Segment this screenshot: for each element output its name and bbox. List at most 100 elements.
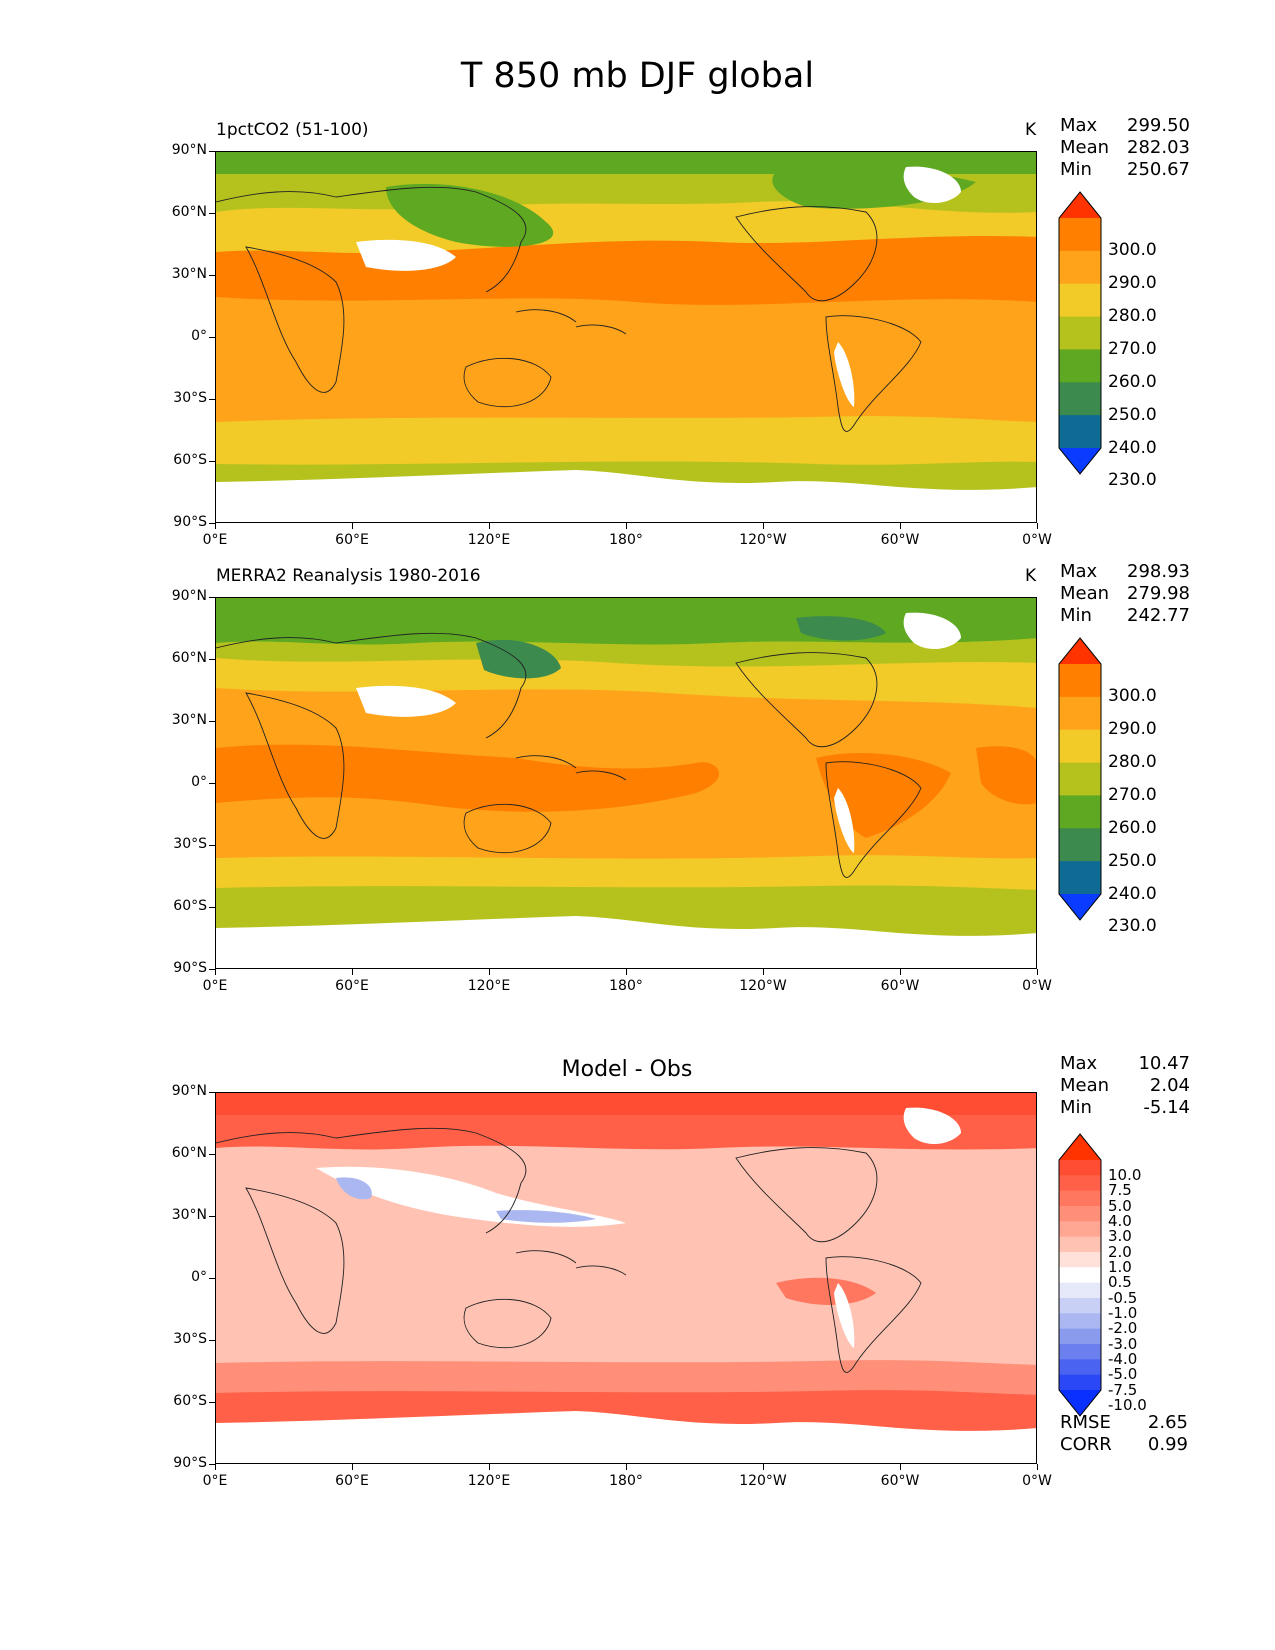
colorbar-segment [1059,218,1101,252]
colorbar-segment [1059,696,1101,731]
colorbar-label: 260.0 [1108,817,1157,838]
lat-tick [209,1092,215,1093]
lon-tick [352,969,353,975]
colorbar-label: 240.0 [1108,883,1157,904]
lon-label: 180° [609,978,643,994]
colorbar-label: 300.0 [1108,686,1157,707]
figure-title: T 850 mb DJF global [460,56,815,96]
colorbar-label: 290.0 [1108,273,1157,294]
colorbar-label: 240.0 [1108,437,1157,458]
lon-label: 120°W [739,978,787,994]
lat-tick [209,461,215,462]
panel1-map [215,151,1037,523]
colorbar-segment [1059,1221,1101,1238]
lat-label: 30°S [173,1331,207,1347]
colorbar-label: 4.0 [1108,1211,1132,1230]
lon-label: 120°E [467,978,511,994]
colorbar-outline [1058,637,1102,921]
lon-tick [1037,1464,1038,1470]
colorbar-segment [1059,1313,1101,1330]
andes-mask [834,1283,855,1348]
lon-label: 0°W [1022,532,1052,548]
colorbar-outline [1058,191,1102,475]
colorbar-segment [1059,1298,1101,1314]
lon-tick [900,969,901,975]
colorbar-segment [1059,1175,1101,1192]
lat-label: 30°S [173,390,207,406]
lat-label: 60°N [171,1145,207,1161]
colorbar-segment [1059,1374,1101,1391]
panel1-colorbar [1058,191,1102,475]
lon-label: 60°E [335,978,369,994]
lon-tick [900,523,901,529]
lat-label: 90°N [171,1083,207,1099]
lat-tick [209,597,215,598]
greenland-mask [903,166,961,204]
colorbar-label: 280.0 [1108,306,1157,327]
lon-label: 120°E [467,1473,511,1489]
pacific-blue [496,1210,596,1223]
lon-tick [489,1464,490,1470]
colorbar-segment [1059,1190,1101,1207]
colorbar-label: -10.0 [1108,1395,1147,1414]
colorbar-label: 230.0 [1108,916,1157,937]
lon-label: 60°W [880,1473,920,1489]
panel3-max-label: Max [1060,1053,1098,1074]
lat-label: 0° [191,774,207,790]
colorbar-label: 280.0 [1108,752,1157,773]
antarctica-mask [216,470,1036,522]
lon-tick [215,523,216,529]
panel2-min-value: 242.77 [1127,605,1190,626]
lat-label: 30°N [171,266,207,282]
lat-label: 90°S [173,960,207,976]
lat-tick [209,213,215,214]
panel3-max-value: 10.47 [1138,1053,1190,1074]
panel3-min-value: -5.14 [1143,1097,1190,1118]
lat-tick [209,1340,215,1341]
colorbar-segment [1059,1282,1101,1299]
lon-label: 0°W [1022,978,1052,994]
lon-label: 120°W [739,532,787,548]
colorbar-segment [1059,762,1101,796]
lon-tick [215,969,216,975]
lon-tick [763,1464,764,1470]
panel1-max-label: Max [1060,115,1098,136]
colorbar-label: 3.0 [1108,1227,1132,1246]
colorbar-segment [1059,250,1101,285]
colorbar-label: 10.0 [1108,1165,1142,1184]
colorbar-label: 5.0 [1108,1196,1132,1215]
lat-label: 60°S [173,452,207,468]
lat-tick [209,275,215,276]
panel3-min-label: Min [1060,1097,1092,1118]
colorbar-extend-min [1059,448,1101,474]
colorbar-label: 290.0 [1108,719,1157,740]
lat-label: 30°N [171,712,207,728]
panel1-max-value: 299.50 [1127,115,1190,136]
colorbar-segment [1059,1344,1101,1360]
colorbar-segment [1059,729,1101,764]
colorbar-segment [1059,1206,1101,1222]
arctic-top [216,1093,1036,1115]
lon-label: 120°W [739,1473,787,1489]
colorbar-segment [1059,861,1101,895]
lat-tick [209,1278,215,1279]
lat-tick [209,783,215,784]
colorbar-label: -3.0 [1108,1334,1138,1353]
colorbar-label: 7.5 [1108,1181,1132,1200]
panel1-title: 1pctCO2 (51-100) [216,120,369,140]
corr-value: 0.99 [1147,1434,1188,1455]
lat-label: 60°N [171,204,207,220]
lat-label: 90°S [173,514,207,530]
coastlines [216,186,922,432]
panel2-title: MERRA2 Reanalysis 1980-2016 [216,566,481,586]
colorbar-label: -1.0 [1108,1303,1138,1322]
lat-tick [209,523,215,524]
panel3-stats: Max 10.47 Mean 2.04 Min -5.14 [1060,1053,1190,1119]
lat-label: 60°N [171,650,207,666]
panel2-max-value: 298.93 [1127,561,1190,582]
panel2-max-label: Max [1060,561,1098,582]
lon-tick [626,523,627,529]
colorbar-segment [1059,664,1101,698]
colorbar-label: -0.5 [1108,1288,1138,1307]
lat-tick [209,1464,215,1465]
